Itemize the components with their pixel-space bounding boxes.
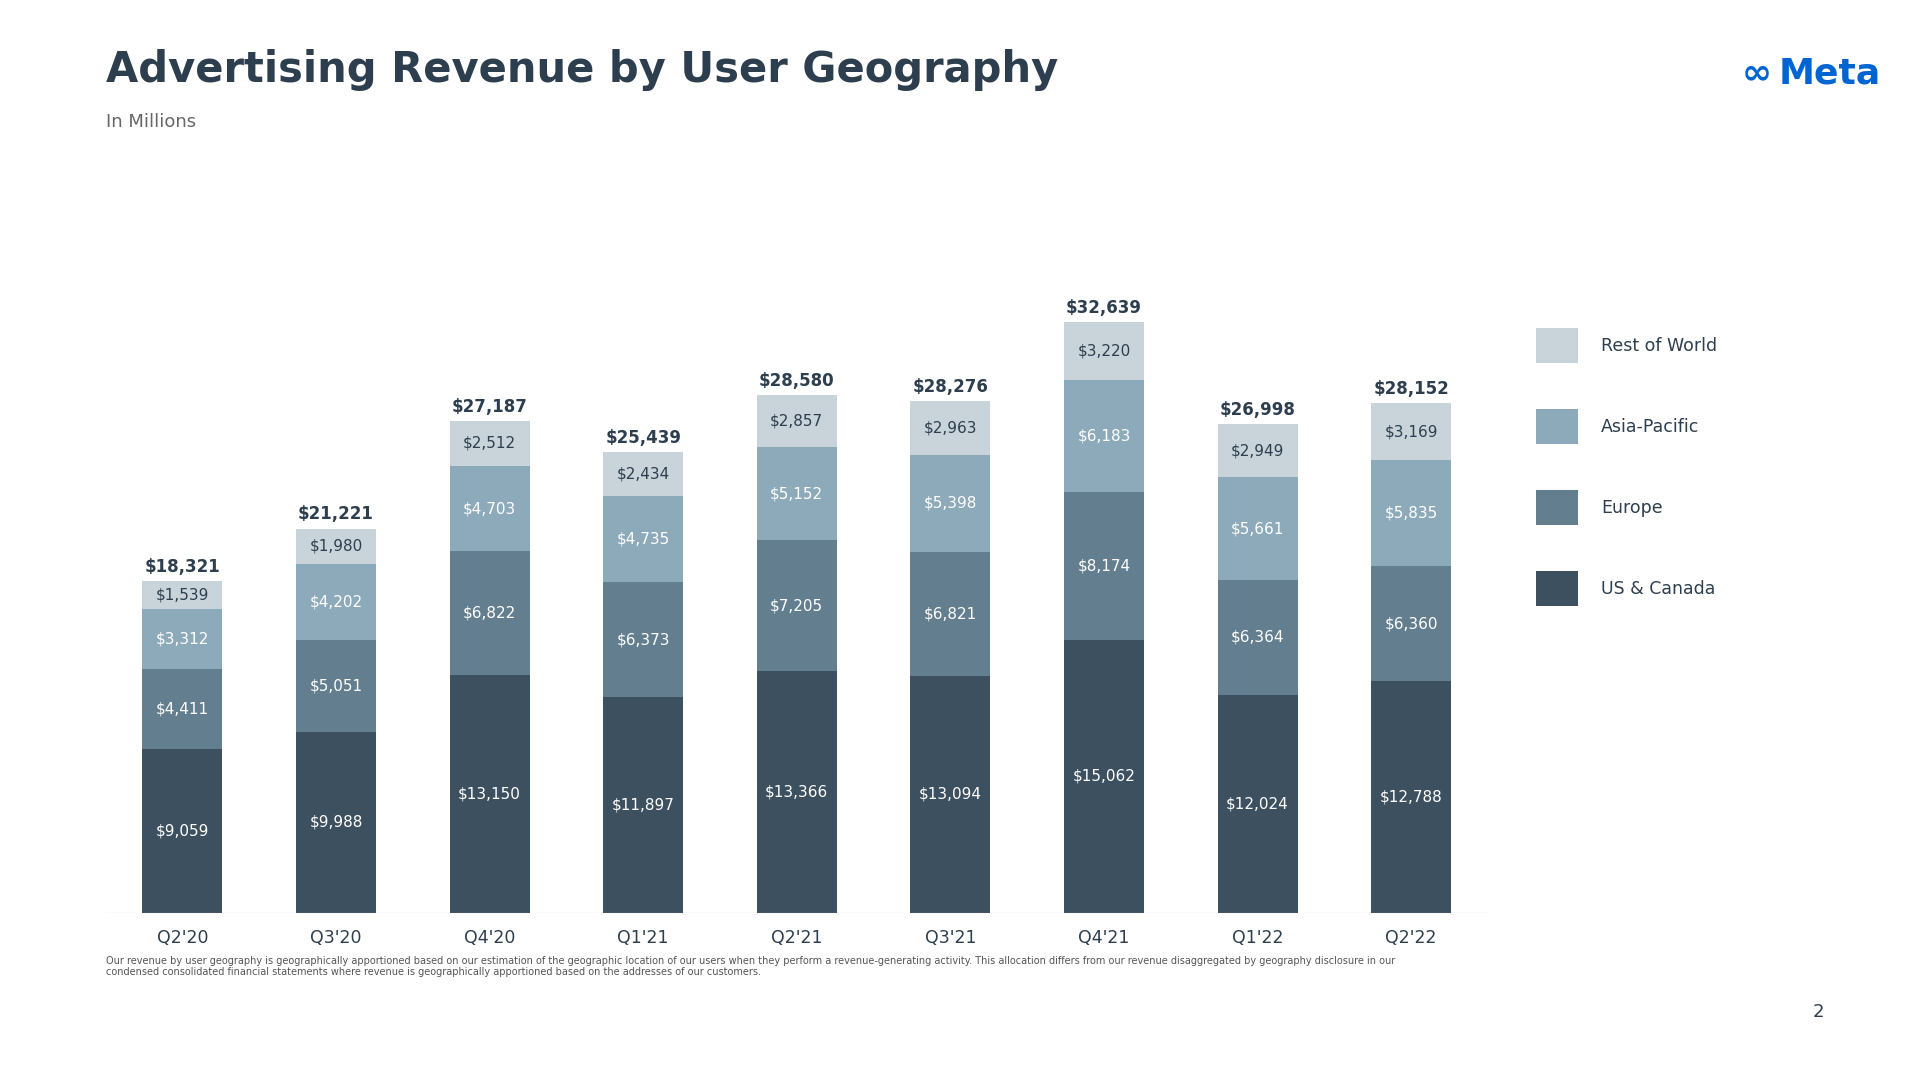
Bar (449, 551, 530, 675)
Text: Europe: Europe (1601, 499, 1663, 516)
Text: $7,205: $7,205 (770, 598, 824, 613)
Bar (1371, 403, 1452, 460)
Bar (296, 528, 376, 565)
Text: $6,822: $6,822 (463, 606, 516, 620)
Bar (603, 582, 684, 698)
Bar (756, 540, 837, 671)
Text: $5,051: $5,051 (309, 678, 363, 693)
Bar (603, 453, 684, 497)
Bar (1217, 580, 1298, 696)
Bar (296, 640, 376, 732)
Bar (756, 447, 837, 540)
Text: $12,788: $12,788 (1380, 789, 1442, 805)
Text: In Millions: In Millions (106, 113, 196, 132)
Bar (910, 552, 991, 676)
Bar (1217, 424, 1298, 477)
Bar (449, 675, 530, 913)
Text: $26,998: $26,998 (1219, 401, 1296, 419)
Bar (1217, 477, 1298, 580)
Text: $9,988: $9,988 (309, 814, 363, 829)
Text: $4,735: $4,735 (616, 531, 670, 546)
Text: $6,364: $6,364 (1231, 630, 1284, 645)
Text: $12,024: $12,024 (1227, 796, 1288, 811)
Text: Meta: Meta (1778, 56, 1882, 90)
Text: $2,963: $2,963 (924, 420, 977, 435)
Text: 2: 2 (1812, 1002, 1824, 1021)
Text: ∞: ∞ (1741, 56, 1772, 90)
Bar (1217, 696, 1298, 913)
Text: $28,152: $28,152 (1373, 380, 1450, 399)
Bar (449, 420, 530, 467)
Bar (756, 395, 837, 447)
Bar (1064, 640, 1144, 913)
Text: $1,539: $1,539 (156, 588, 209, 603)
Bar (1371, 566, 1452, 681)
Text: $5,398: $5,398 (924, 496, 977, 511)
Text: $5,152: $5,152 (770, 486, 824, 501)
Text: $28,580: $28,580 (758, 373, 835, 390)
Text: $4,411: $4,411 (156, 701, 209, 716)
Text: $5,835: $5,835 (1384, 505, 1438, 521)
Text: $6,183: $6,183 (1077, 429, 1131, 444)
Bar (603, 698, 684, 913)
Text: $13,366: $13,366 (766, 784, 828, 799)
Text: $5,661: $5,661 (1231, 522, 1284, 536)
Text: $2,949: $2,949 (1231, 443, 1284, 458)
Text: $9,059: $9,059 (156, 823, 209, 838)
Bar (296, 565, 376, 640)
Text: US & Canada: US & Canada (1601, 580, 1716, 597)
Bar (1064, 492, 1144, 640)
Text: $15,062: $15,062 (1073, 769, 1135, 784)
Text: Advertising Revenue by User Geography: Advertising Revenue by User Geography (106, 49, 1058, 91)
Text: $4,202: $4,202 (309, 595, 363, 610)
Bar (296, 732, 376, 913)
Text: $3,169: $3,169 (1384, 424, 1438, 440)
Text: $28,276: $28,276 (912, 378, 989, 395)
Bar (910, 455, 991, 552)
Text: $3,312: $3,312 (156, 632, 209, 646)
Text: $13,150: $13,150 (459, 786, 520, 801)
Bar (142, 748, 223, 913)
Bar (603, 497, 684, 582)
Text: $2,857: $2,857 (770, 414, 824, 429)
Text: Our revenue by user geography is geographically apportioned based on our estimat: Our revenue by user geography is geograp… (106, 956, 1394, 977)
Bar (1064, 322, 1144, 380)
Text: $6,360: $6,360 (1384, 616, 1438, 631)
Text: $13,094: $13,094 (920, 786, 981, 801)
Text: $6,373: $6,373 (616, 632, 670, 647)
Bar (756, 671, 837, 913)
Bar (142, 609, 223, 669)
Bar (910, 401, 991, 455)
Bar (142, 669, 223, 748)
Bar (1371, 681, 1452, 913)
Text: $4,703: $4,703 (463, 501, 516, 516)
Text: $3,220: $3,220 (1077, 343, 1131, 359)
Bar (142, 581, 223, 609)
Text: $32,639: $32,639 (1066, 299, 1142, 316)
Text: $8,174: $8,174 (1077, 558, 1131, 573)
Text: $11,897: $11,897 (612, 797, 674, 812)
Text: $1,980: $1,980 (309, 539, 363, 554)
Text: $18,321: $18,321 (144, 558, 221, 576)
Text: $21,221: $21,221 (298, 505, 374, 524)
Text: $25,439: $25,439 (605, 429, 682, 447)
Text: $27,187: $27,187 (451, 397, 528, 416)
Text: $2,512: $2,512 (463, 436, 516, 450)
Bar (449, 467, 530, 551)
Bar (1064, 380, 1144, 492)
Text: Asia-Pacific: Asia-Pacific (1601, 418, 1699, 435)
Bar (1371, 460, 1452, 566)
Bar (910, 676, 991, 913)
Text: $2,434: $2,434 (616, 467, 670, 482)
Text: Rest of World: Rest of World (1601, 337, 1716, 354)
Text: $6,821: $6,821 (924, 606, 977, 621)
